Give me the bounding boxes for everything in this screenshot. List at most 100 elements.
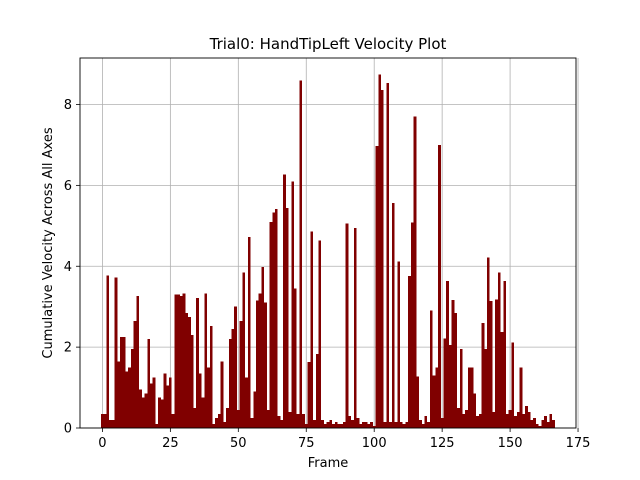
bar-frame-105 (386, 83, 390, 428)
bar-frame-92 (351, 419, 354, 428)
bar-frame-36 (198, 373, 202, 428)
bar-frame-62 (269, 221, 273, 428)
bar-frame-66 (280, 419, 284, 428)
bar-frame-161 (538, 425, 542, 428)
bar-frame-120 (427, 421, 430, 428)
bar-frame-71 (294, 288, 297, 428)
bar-frame-5 (114, 277, 118, 428)
bar-frame-158 (530, 419, 534, 428)
bar-frame-12 (133, 320, 137, 428)
bar-frame-8 (122, 337, 126, 428)
y-tick-label: 0 (64, 422, 72, 437)
bar-frame-148 (503, 281, 507, 428)
x-tick-label: 75 (298, 436, 315, 451)
bar-frame-82 (323, 423, 327, 428)
y-tick-label: 6 (64, 179, 72, 194)
bar-frame-102 (378, 74, 381, 429)
bar-frame-35 (196, 297, 199, 428)
bar-frame-7 (120, 337, 123, 428)
bar-frame-74 (302, 413, 305, 428)
bar-frame-80 (318, 240, 322, 428)
bar-frame-160 (535, 423, 539, 428)
bar-frame-138 (476, 415, 479, 428)
bar-frame-97 (364, 421, 368, 428)
bar-frame-22 (160, 399, 164, 428)
bar-frame-30 (182, 293, 186, 428)
bar-frame-103 (380, 89, 384, 428)
bar-frame-59 (261, 267, 265, 428)
bar-frame-91 (348, 415, 352, 428)
bar-frame-130 (454, 312, 458, 428)
bar-frame-86 (334, 421, 338, 428)
bar-frame-33 (190, 334, 194, 428)
bar-frame-23 (163, 373, 167, 428)
bar-frame-60 (264, 302, 267, 428)
bar-frame-14 (139, 389, 142, 428)
bar-frame-155 (522, 413, 526, 428)
bar-frame-165 (549, 413, 553, 428)
bar-frame-40 (209, 326, 213, 428)
bar-frame-111 (402, 423, 406, 428)
bar-frame-90 (345, 223, 349, 428)
bar-frame-15 (141, 397, 145, 428)
bar-frame-123 (435, 367, 439, 428)
bar-frame-48 (231, 328, 235, 428)
bar-frame-56 (253, 391, 256, 428)
bar-frame-166 (552, 419, 555, 428)
bar-frame-122 (432, 375, 436, 428)
bar-frame-108 (394, 421, 398, 428)
bar-frame-63 (272, 212, 276, 428)
bar-frame-67 (283, 174, 286, 428)
bar-frame-61 (266, 409, 270, 428)
bar-frame-141 (484, 349, 487, 428)
bar-frame-79 (315, 354, 319, 428)
bar-frame-124 (438, 144, 441, 429)
bar-frame-159 (533, 417, 536, 428)
bar-frame-106 (389, 421, 392, 428)
bar-frame-142 (486, 257, 490, 428)
bar-frame-163 (544, 415, 547, 428)
bar-frame-145 (495, 299, 498, 428)
bar-frame-93 (353, 228, 357, 428)
bar-frame-131 (457, 407, 460, 428)
bar-frame-133 (462, 413, 466, 428)
bar-frame-76 (307, 362, 311, 428)
bar-frame-87 (337, 423, 341, 428)
y-tick-label: 2 (64, 341, 72, 356)
bar-frame-75 (304, 423, 308, 428)
bar-frame-41 (212, 423, 216, 428)
bar-frame-121 (429, 310, 433, 428)
x-tick-label: 125 (430, 436, 455, 451)
bar-frame-20 (155, 423, 159, 428)
bar-frame-109 (397, 261, 401, 428)
x-tick-label: 25 (162, 436, 179, 451)
bar-frame-95 (359, 423, 362, 428)
bar-frame-43 (217, 413, 221, 428)
bar-frame-17 (147, 339, 150, 428)
bar-frame-115 (413, 116, 417, 428)
bar-frame-6 (117, 361, 121, 428)
bar-frame-78 (313, 419, 316, 428)
bar-frame-129 (451, 299, 455, 428)
x-axis-label: Frame (308, 456, 349, 471)
bar-frame-157 (527, 411, 531, 428)
bar-frame-24 (166, 385, 170, 428)
bar-frame-101 (375, 146, 379, 428)
bar-frame-143 (489, 301, 493, 428)
bar-frame-152 (514, 415, 517, 428)
bar-frame-46 (226, 407, 229, 428)
bar-frame-118 (421, 423, 425, 428)
bar-frame-154 (519, 367, 523, 428)
bar-frame-94 (356, 417, 360, 428)
bar-frame-39 (207, 367, 210, 428)
bar-frame-139 (478, 413, 482, 428)
bar-frame-126 (443, 338, 447, 428)
bar-frame-132 (459, 349, 463, 428)
bar-frame-68 (285, 208, 289, 428)
bar-frame-29 (179, 295, 183, 428)
bar-frame-25 (169, 377, 172, 428)
bar-frame-98 (367, 423, 371, 428)
bar-frame-58 (258, 293, 262, 428)
bar-frame-53 (245, 377, 248, 428)
